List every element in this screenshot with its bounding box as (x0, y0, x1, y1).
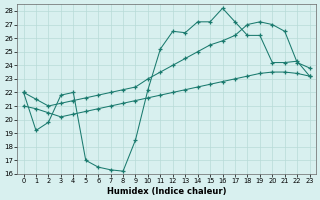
X-axis label: Humidex (Indice chaleur): Humidex (Indice chaleur) (107, 187, 226, 196)
